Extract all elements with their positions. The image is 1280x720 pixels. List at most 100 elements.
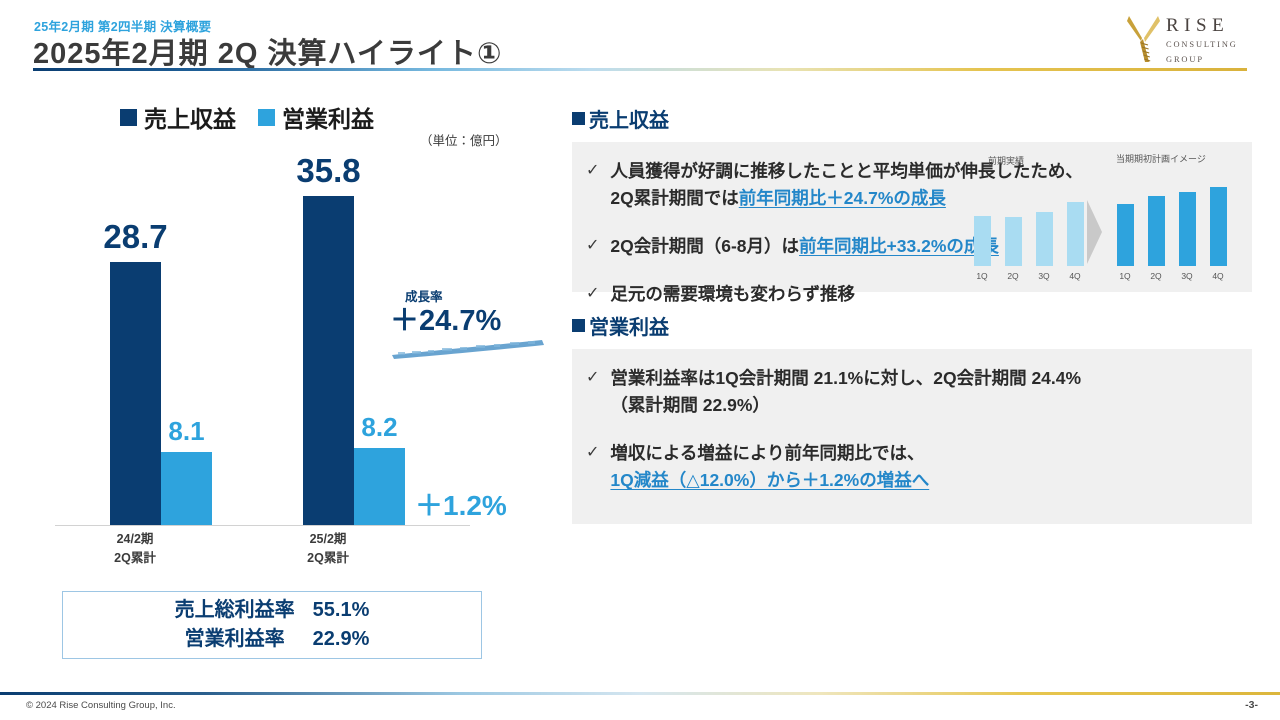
bullet-text-part: 2Q会計期間（6-8月）は [610, 236, 800, 257]
mini-tick-prior-1q: 1Q [976, 271, 988, 281]
bullet-text: 増収による増益により前年同期比では、 1Q減益（△12.0%）から＋1.2%の増… [610, 440, 929, 494]
commentary-column: 売上収益 ✓ 人員獲得が好調に推移したことと平均単価が伸長したため、 2Q累計期… [572, 104, 1252, 524]
header-divider [33, 68, 1247, 71]
list-item: ✓ 2Q会計期間（6-8月）は前年同期比+33.2%の成長 [586, 233, 1234, 260]
bullet-text-part: （累計期間 22.9%） [610, 395, 770, 416]
legend-label-revenue: 売上収益 [144, 106, 236, 132]
slide-eyebrow: 25年2月期 第2四半期 決算概要 [34, 20, 212, 34]
check-icon: ✓ [586, 162, 600, 179]
slide-header: 25年2月期 第2四半期 決算概要 2025年2月期 2Q 決算ハイライト① R… [0, 0, 1280, 78]
mini-tick-plan-3q: 3Q [1181, 271, 1193, 281]
footer-divider [0, 692, 1280, 695]
check-icon: ✓ [586, 369, 600, 386]
quarterly-trend-mini-chart: 前期実績 当期期初計画イメージ 1Q 2Q 3Q [966, 152, 1238, 282]
mini-tick-prior-4q: 4Q [1069, 271, 1081, 281]
x-label-fy24-line1: 24/2期 [116, 532, 154, 546]
revenue-growth-annotation: 成長率 ＋24.7% [390, 286, 555, 366]
mini-bar-plan-4q [1210, 187, 1227, 266]
brush-underline-icon [392, 340, 544, 359]
x-label-fy24: 24/2期 2Q累計 [75, 530, 195, 569]
bullet-text-part: 足元の需要環境も変わらず推移 [610, 284, 856, 305]
bullet-text: 2Q会計期間（6-8月）は前年同期比+33.2%の成長 [610, 233, 998, 260]
mini-bar-plan-1q [1117, 204, 1134, 266]
chart-legend: 売上収益 営業利益 [120, 100, 374, 134]
revenue-growth-value: ＋24.7% [390, 305, 502, 337]
bullet-highlight: 前年同期比＋24.7%の成長 [738, 188, 946, 209]
bullet-text-part: 増収による増益により前年同期比では、 [610, 443, 925, 464]
mini-tick-prior-3q: 3Q [1038, 271, 1050, 281]
chevron-right-arrow-icon [1087, 200, 1102, 264]
page-title: 2025年2月期 2Q 決算ハイライト① [33, 38, 503, 70]
check-icon: ✓ [586, 444, 600, 462]
list-item: ✓ 人員獲得が好調に推移したことと平均単価が伸長したため、 2Q累計期間では前年… [586, 158, 1234, 212]
mini-tick-plan-1q: 1Q [1119, 271, 1131, 281]
section-panel-revenue: ✓ 人員獲得が好調に推移したことと平均単価が伸長したため、 2Q累計期間では前年… [572, 142, 1252, 304]
mini-bar-prior-4q [1067, 202, 1084, 266]
mini-bar-prior-1q [974, 216, 991, 266]
bullet-highlight: 1Q減益（△12.0%）から＋1.2%の増益へ [610, 470, 930, 491]
bullet-text: 人員獲得が好調に推移したことと平均単価が伸長したため、 2Q累計期間では前年同期… [610, 158, 1083, 212]
check-icon: ✓ [586, 285, 600, 303]
mini-caption-plan: 当期期初計画イメージ [1116, 154, 1206, 164]
check-icon: ✓ [586, 237, 600, 255]
square-bullet-icon [572, 319, 585, 332]
bullet-text: 足元の需要環境も変わらず推移 [610, 281, 855, 308]
bar-group-fy25: 35.8 8.2 [296, 152, 405, 525]
margin-summary-table: 売上総利益率 55.1% 営業利益率 22.9% [175, 596, 370, 654]
margin-summary-box: 売上総利益率 55.1% 営業利益率 22.9% [62, 591, 482, 659]
logo-line-3: GROUP [1166, 55, 1204, 65]
bullet-text: 営業利益率は1Q会計期間 21.1%に対し、2Q会計期間 24.4% （累計期間… [610, 365, 1081, 419]
section-header-operating: 営業利益 [572, 311, 1252, 340]
chart-baseline [55, 525, 470, 526]
section-title-revenue: 売上収益 [589, 110, 669, 132]
section-panel-operating: ✓ 営業利益率は1Q会計期間 21.1%に対し、2Q会計期間 24.4% （累計… [572, 349, 1252, 524]
mini-bar-plan-2q [1148, 196, 1165, 266]
x-label-fy24-line2: 2Q累計 [114, 551, 156, 566]
rise-logo: RISE CONSULTING GROUP [1122, 10, 1262, 66]
main-bar-chart: 売上収益 営業利益 （単位：億円） 28.7 8.1 [0, 86, 560, 676]
square-bullet-icon [572, 112, 585, 125]
bullet-text-part: 営業利益率は1Q会計期間 21.1%に対し、2Q会計期間 24.4% [610, 368, 1082, 388]
bullet-highlight: 前年同期比+33.2%の成長 [799, 236, 999, 257]
bar-group-fy24: 28.7 8.1 [103, 218, 212, 525]
bar-value-revenue-fy25: 35.8 [296, 152, 361, 189]
list-item: ✓ 増収による増益により前年同期比では、 1Q減益（△12.0%）から＋1.2%… [586, 440, 1234, 494]
bar-value-operating-fy25: 8.2 [361, 412, 398, 442]
legend-label-operating: 営業利益 [282, 106, 374, 132]
mini-caption-prior: 前期実績 [988, 156, 1025, 166]
bar-revenue-fy24: 28.7 [103, 218, 168, 525]
bar-value-revenue-fy24: 28.7 [103, 218, 168, 255]
chart-x-axis-labels: 24/2期 2Q累計 25/2期 2Q累計 [55, 530, 470, 578]
legend-item-operating: 営業利益 [258, 100, 374, 134]
bar-operating-fy25: 8.2 [354, 412, 405, 525]
legend-swatch-revenue [120, 108, 137, 126]
x-label-fy25-line1: 25/2期 [309, 532, 347, 546]
mini-bar-prior-3q [1036, 212, 1053, 266]
bar-revenue-fy25: 35.8 [296, 152, 361, 525]
table-row: 営業利益率 22.9% [175, 625, 370, 654]
bullet-text-part: 人員獲得が好調に推移したことと平均単価が伸長したため、 [610, 161, 1083, 181]
x-label-fy25: 25/2期 2Q累計 [268, 530, 388, 569]
mini-tick-plan-2q: 2Q [1150, 271, 1162, 281]
operating-growth-annotation: ＋1.2% [415, 490, 507, 521]
mini-bar-prior-2q [1005, 217, 1022, 266]
chart-unit-note: （単位：億円） [420, 134, 508, 148]
operating-margin-value: 22.9% [312, 628, 370, 650]
wheat-sheaf-icon [1122, 12, 1164, 64]
section-header-revenue: 売上収益 [572, 104, 1252, 133]
legend-swatch-operating [258, 108, 275, 126]
legend-item-revenue: 売上収益 [120, 100, 236, 134]
list-item: ✓ 営業利益率は1Q会計期間 21.1%に対し、2Q会計期間 24.4% （累計… [586, 365, 1234, 419]
bar-value-operating-fy24: 8.1 [168, 416, 205, 446]
bullet-text-part: 2Q累計期間では [610, 188, 739, 209]
copyright-text: © 2024 Rise Consulting Group, Inc. [26, 700, 176, 711]
chart-plot-area: 28.7 8.1 35.8 8.2 [55, 146, 470, 526]
list-item: ✓ 足元の需要環境も変わらず推移 [586, 281, 1234, 308]
page-number: -3- [1245, 699, 1258, 711]
logo-line-2: CONSULTING [1166, 40, 1238, 49]
logo-name: RISE [1166, 15, 1230, 36]
mini-tick-prior-2q: 2Q [1007, 271, 1019, 281]
revenue-growth-caption: 成長率 [405, 290, 443, 304]
bar-operating-fy24: 8.1 [161, 416, 212, 525]
